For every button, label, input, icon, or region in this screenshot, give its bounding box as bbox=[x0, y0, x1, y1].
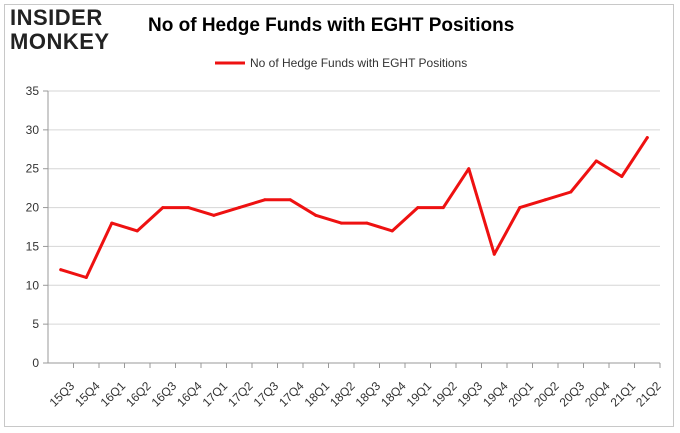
chart-frame bbox=[4, 4, 674, 427]
x-tick-label: 17Q4 bbox=[276, 379, 307, 410]
data-point bbox=[416, 206, 420, 210]
data-point bbox=[186, 206, 190, 210]
x-tick-label: 20Q3 bbox=[557, 379, 588, 410]
series-line bbox=[59, 136, 649, 279]
x-tick-label: 21Q1 bbox=[608, 379, 639, 410]
logo-text-monkey: MONKEY bbox=[10, 29, 110, 54]
x-tick-label: 17Q1 bbox=[200, 379, 231, 410]
x-tick-label: 17Q3 bbox=[251, 379, 282, 410]
data-point bbox=[365, 221, 369, 225]
x-tick-label: 15Q3 bbox=[47, 379, 78, 410]
x-tick-label: 19Q2 bbox=[429, 379, 460, 410]
x-tick-label: 16Q1 bbox=[98, 379, 129, 410]
data-point bbox=[59, 268, 63, 272]
x-tick-label: 19Q1 bbox=[404, 379, 435, 410]
x-tick-label: 16Q3 bbox=[149, 379, 180, 410]
x-tick-label: 16Q2 bbox=[123, 379, 154, 410]
x-tick-label: 20Q4 bbox=[582, 379, 613, 410]
data-point bbox=[212, 213, 216, 217]
y-tick-label: 5 bbox=[32, 317, 39, 331]
y-tick-label: 25 bbox=[26, 162, 40, 176]
data-point bbox=[390, 229, 394, 233]
legend-label: No of Hedge Funds with EGHT Positions bbox=[250, 56, 467, 70]
data-point bbox=[594, 159, 598, 163]
x-tick-label: 20Q1 bbox=[506, 379, 537, 410]
x-tick-label: 20Q2 bbox=[531, 379, 562, 410]
data-point bbox=[441, 206, 445, 210]
x-tick-label: 21Q2 bbox=[633, 379, 664, 410]
x-tick-label: 19Q3 bbox=[455, 379, 486, 410]
y-tick-label: 10 bbox=[26, 278, 40, 292]
data-point bbox=[543, 198, 547, 202]
data-point bbox=[84, 276, 88, 280]
x-tick-label: 18Q1 bbox=[302, 379, 333, 410]
data-point bbox=[569, 190, 573, 194]
y-tick-label: 0 bbox=[32, 356, 39, 370]
data-point bbox=[620, 174, 624, 178]
y-tick-label: 20 bbox=[26, 201, 40, 215]
data-point bbox=[645, 136, 649, 140]
data-point bbox=[492, 252, 496, 256]
y-tick-label: 35 bbox=[26, 84, 40, 98]
data-point bbox=[518, 206, 522, 210]
data-point bbox=[467, 167, 471, 171]
data-point bbox=[110, 221, 114, 225]
x-tick-label: 16Q4 bbox=[174, 379, 205, 410]
x-tick-label: 15Q4 bbox=[72, 379, 103, 410]
data-point bbox=[288, 198, 292, 202]
data-point bbox=[237, 206, 241, 210]
x-tick-label: 19Q4 bbox=[480, 379, 511, 410]
data-point bbox=[263, 198, 267, 202]
data-point bbox=[161, 206, 165, 210]
insider-monkey-logo: INSIDER MONKEY bbox=[10, 7, 130, 57]
data-point bbox=[135, 229, 139, 233]
x-tick-label: 17Q2 bbox=[225, 379, 256, 410]
y-tick-label: 30 bbox=[26, 123, 40, 137]
x-tick-label: 18Q3 bbox=[353, 379, 384, 410]
data-point bbox=[314, 213, 318, 217]
x-tick-label: 18Q4 bbox=[378, 379, 409, 410]
y-tick-label: 15 bbox=[26, 239, 40, 253]
data-point bbox=[339, 221, 343, 225]
chart-title: No of Hedge Funds with EGHT Positions bbox=[148, 15, 515, 36]
x-tick-label: 18Q2 bbox=[327, 379, 358, 410]
logo-text-insider: INSIDER bbox=[10, 5, 103, 30]
